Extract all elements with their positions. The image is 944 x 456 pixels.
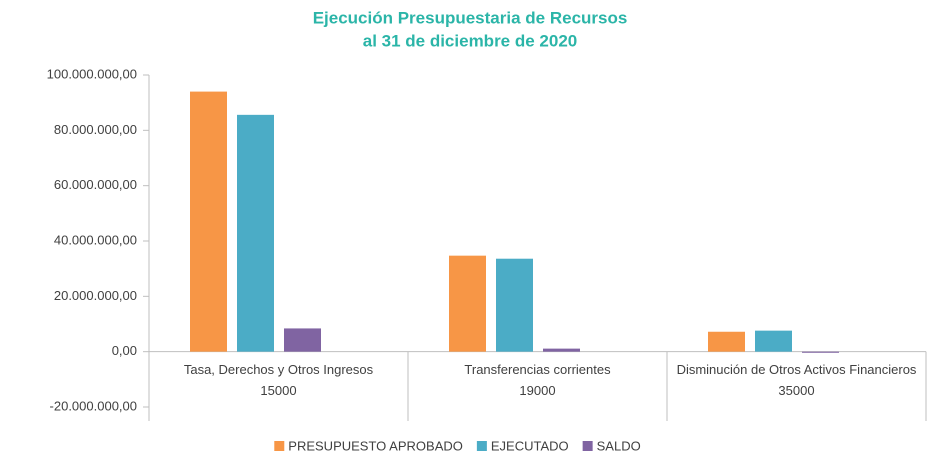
y-tick-label: -20.000.000,00 [50, 398, 137, 413]
legend-label: SALDO [597, 438, 641, 453]
bar [708, 331, 745, 352]
bar [190, 91, 227, 352]
bar [755, 330, 792, 352]
y-tick-label: 0,00 [112, 343, 137, 358]
x-tick-label: 15000 [260, 383, 296, 398]
bar [802, 351, 839, 353]
y-tick-label: 100.000.000,00 [47, 66, 137, 81]
legend-swatch [476, 441, 487, 451]
y-tick-label: 40.000.000,00 [54, 232, 137, 247]
bar [284, 328, 321, 352]
bar [496, 258, 533, 352]
legend-label: PRESUPUESTO APROBADO [288, 438, 463, 453]
legend-swatch [274, 441, 285, 451]
x-tick-label: Transferencias corrientes [464, 362, 611, 377]
x-tick-label: Tasa, Derechos y Otros Ingresos [184, 362, 374, 377]
x-tick-label: 35000 [778, 383, 814, 398]
x-tick-label: 19000 [519, 383, 555, 398]
bar [449, 255, 486, 352]
chart-title: Ejecución Presupuestaria de Recursos [313, 8, 628, 27]
chart-title: al 31 de diciembre de 2020 [363, 31, 578, 50]
y-tick-label: 20.000.000,00 [54, 288, 137, 303]
legend-swatch [582, 441, 593, 451]
legend-label: EJECUTADO [491, 438, 569, 453]
x-tick-label: Disminución de Otros Activos Financieros [677, 362, 917, 377]
bar [237, 114, 274, 352]
y-tick-label: 60.000.000,00 [54, 177, 137, 192]
bar [543, 348, 580, 352]
y-tick-label: 80.000.000,00 [54, 122, 137, 137]
